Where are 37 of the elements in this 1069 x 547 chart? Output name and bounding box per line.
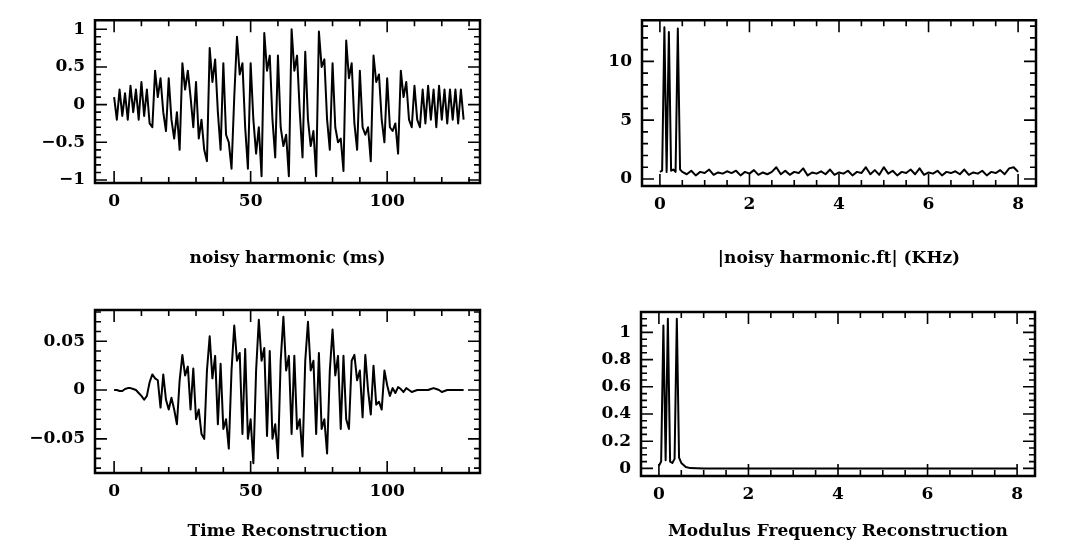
y-tick-label: 0: [620, 167, 633, 188]
y-tick-label: 0: [619, 456, 632, 477]
x-tick-label: 8: [1012, 192, 1025, 213]
x-tick-label: 4: [832, 482, 845, 503]
x-tick-label: 100: [369, 189, 406, 210]
x-tick-label: 50: [238, 479, 263, 500]
y-tick-label: 1: [619, 320, 631, 341]
y-tick-label: 0.5: [55, 55, 85, 76]
y-tick-label: 0: [73, 378, 86, 399]
y-tick-label: 5: [620, 108, 632, 129]
x-tick-label: 0: [108, 479, 121, 500]
x-axis-title: noisy harmonic (ms): [189, 247, 386, 268]
x-tick-label: 4: [833, 192, 846, 213]
y-tick-label: 0.4: [601, 402, 632, 423]
x-axis-title: Modulus Frequency Reconstruction: [668, 520, 1008, 541]
y-tick-label: 0.6: [601, 375, 631, 396]
x-tick-label: 6: [922, 192, 935, 213]
y-tick-label: 0: [73, 93, 86, 114]
y-tick-label: −0.5: [41, 130, 85, 151]
x-axis-title: Time Reconstruction: [187, 520, 388, 541]
x-tick-label: 100: [369, 479, 406, 500]
x-tick-label: 0: [653, 192, 666, 213]
y-tick-label: 0.05: [43, 329, 85, 350]
x-tick-label: 6: [921, 482, 934, 503]
x-tick-label: 0: [652, 482, 665, 503]
y-tick-label: 10: [608, 49, 633, 70]
y-tick-label: 0.8: [601, 348, 631, 369]
x-tick-label: 0: [108, 189, 121, 210]
y-tick-label: 0.2: [601, 429, 631, 450]
x-tick-label: 2: [742, 482, 755, 503]
x-tick-label: 8: [1011, 482, 1024, 503]
y-tick-label: −0.05: [29, 427, 85, 448]
x-tick-label: 50: [238, 189, 263, 210]
y-tick-label: −1: [58, 168, 85, 189]
y-tick-label: 1: [73, 17, 85, 38]
x-tick-label: 2: [743, 192, 756, 213]
x-axis-title: |noisy harmonic.ft| (KHz): [717, 247, 961, 268]
